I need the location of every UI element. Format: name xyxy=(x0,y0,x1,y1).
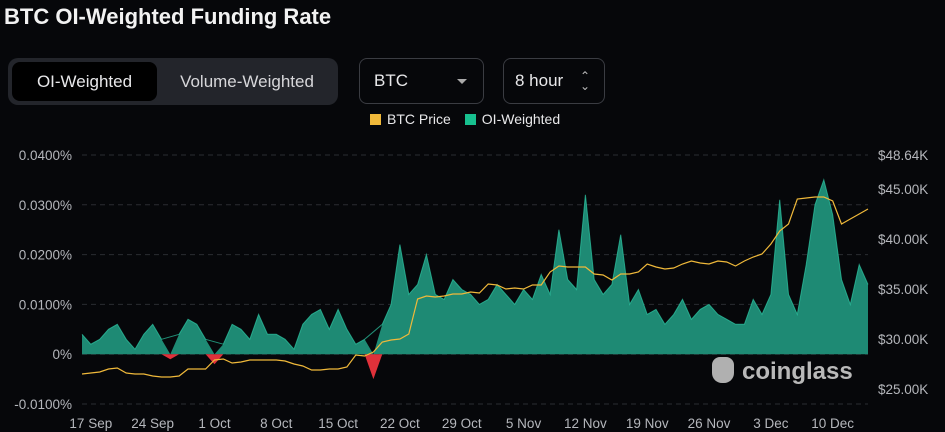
x-tick-label: 3 Dec xyxy=(753,416,789,431)
legend-swatch xyxy=(464,114,476,125)
y-right-tick-label: $25.00K xyxy=(878,382,928,397)
chart-legend: BTC Price OI-Weighted xyxy=(370,111,560,127)
x-tick-label: 17 Sep xyxy=(69,416,112,431)
symbol-select-value: BTC xyxy=(374,71,408,90)
y-right-tick-label: $45.00K xyxy=(878,182,928,197)
legend-item-btc-price[interactable]: BTC Price xyxy=(370,111,451,127)
y-left-tick-label: 0.0200% xyxy=(19,248,72,263)
x-tick-label: 29 Oct xyxy=(442,416,482,431)
x-tick-label: 24 Sep xyxy=(131,416,174,431)
x-tick-label: 15 Oct xyxy=(318,416,358,431)
funding-line xyxy=(81,178,869,351)
page-title: BTC OI-Weighted Funding Rate xyxy=(4,4,332,29)
y-right-tick-label: $48.64K xyxy=(878,148,928,163)
tab-volume-weighted[interactable]: Volume-Weighted xyxy=(180,72,314,91)
btc-price-line xyxy=(81,196,869,378)
coinglass-logo-icon xyxy=(712,357,734,383)
x-tick-label: 1 Oct xyxy=(198,416,231,431)
interval-select[interactable]: 8 hour ⌃ ⌄ xyxy=(503,58,605,104)
symbol-select[interactable]: BTC xyxy=(359,58,484,104)
y-right-tick-label: $35.00K xyxy=(878,282,928,297)
x-tick-label: 8 Oct xyxy=(260,416,293,431)
x-tick-label: 22 Oct xyxy=(380,416,420,431)
coinglass-watermark: coinglass xyxy=(712,357,853,386)
x-tick-label: 5 Nov xyxy=(506,416,542,431)
x-tick-label: 12 Nov xyxy=(564,416,607,431)
weighting-toggle: OI-Weighted Volume-Weighted xyxy=(8,58,338,105)
legend-item-oi-weighted[interactable]: OI-Weighted xyxy=(464,111,561,127)
y-left-tick-label: 0.0400% xyxy=(19,148,72,163)
y-left-tick-label: 0% xyxy=(52,347,72,362)
up-down-arrows-icon: ⌃ ⌄ xyxy=(579,69,590,93)
watermark-text: coinglass xyxy=(742,358,853,385)
y-left-tick-label: 0.0100% xyxy=(19,297,72,312)
interval-select-value: 8 hour xyxy=(515,71,564,90)
x-tick-label: 10 Dec xyxy=(811,416,854,431)
y-right-tick-label: $30.00K xyxy=(878,332,928,347)
y-right-tick-label: $40.00K xyxy=(878,232,928,247)
legend-swatch xyxy=(370,114,381,125)
x-tick-label: 19 Nov xyxy=(626,416,669,431)
tab-oi-weighted[interactable]: OI-Weighted xyxy=(12,62,157,101)
legend-label: BTC Price xyxy=(387,111,451,127)
y-left-tick-label: -0.0100% xyxy=(14,397,72,412)
funding-positive-area xyxy=(82,179,868,355)
y-left-tick-label: 0.0300% xyxy=(19,198,72,213)
chevron-down-icon xyxy=(457,79,467,84)
x-tick-label: 26 Nov xyxy=(688,416,731,431)
legend-label: OI-Weighted xyxy=(481,111,561,127)
